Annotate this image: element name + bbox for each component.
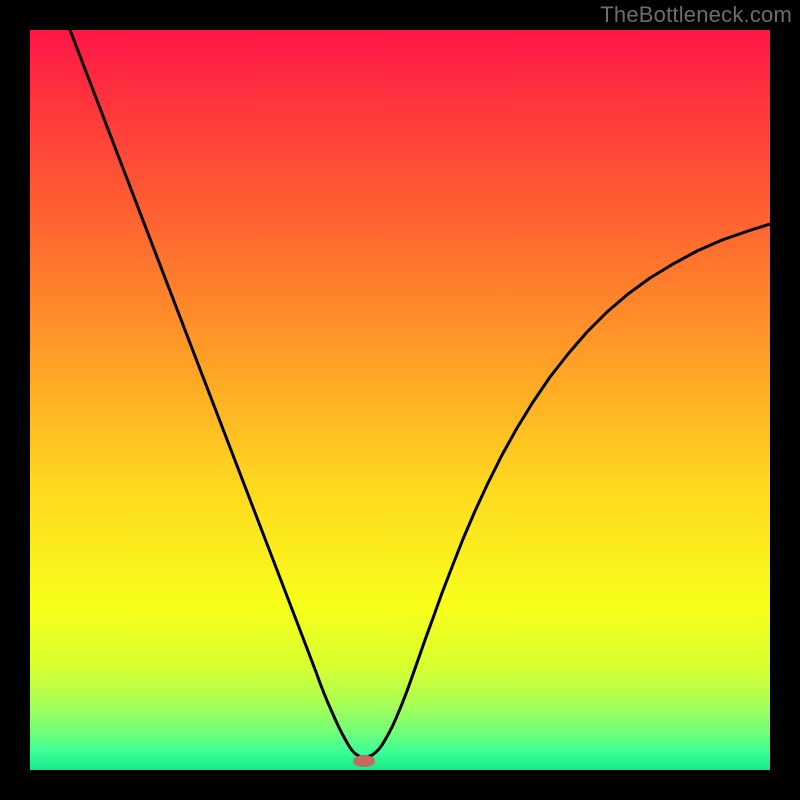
bottleneck-curve-plot (0, 0, 800, 800)
optimal-point-marker (353, 755, 375, 767)
watermark-text: TheBottleneck.com (600, 2, 792, 28)
gradient-background (30, 30, 770, 770)
chart-container: TheBottleneck.com (0, 0, 800, 800)
